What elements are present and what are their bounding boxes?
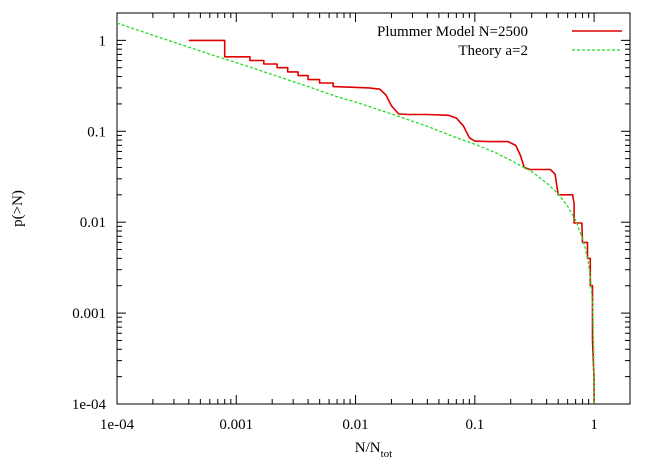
- y-tick-labels: 1e-04 0.001 0.01 0.1 1: [72, 33, 107, 413]
- series-line-plummer: [188, 39, 595, 405]
- y-tick-label-0: 1e-04: [72, 397, 107, 413]
- x-axis-title: N/Ntot: [355, 440, 392, 460]
- tick-marks: [116, 12, 631, 405]
- y-tick-label-1: 0.001: [72, 306, 106, 322]
- x-tick-labels: 1e-04 0.001 0.01 0.1 1: [100, 417, 598, 433]
- x-tick-label-0: 1e-04: [100, 417, 135, 433]
- plot-frame: [116, 12, 631, 405]
- x-tick-label-1: 0.001: [219, 417, 253, 433]
- y-axis-title: p(>N): [10, 190, 26, 227]
- x-tick-label-2: 0.01: [342, 417, 368, 433]
- series-line-theory: [116, 22, 595, 404]
- x-axis-title-subscript: tot: [381, 448, 393, 460]
- x-tick-label-3: 0.1: [465, 417, 484, 433]
- x-tick-label-4: 1: [590, 417, 598, 433]
- series-layer: [116, 22, 595, 405]
- x-axis-title-main: N/N: [355, 440, 381, 456]
- legend: Plummer Model N=2500 Theory a=2: [377, 24, 622, 59]
- y-tick-label-4: 1: [99, 33, 107, 49]
- legend-label-theory: Theory a=2: [458, 43, 528, 59]
- y-tick-label-3: 0.1: [87, 124, 106, 140]
- plot-area: [116, 12, 631, 405]
- y-tick-label-2: 0.01: [80, 215, 106, 231]
- legend-label-plummer: Plummer Model N=2500: [377, 24, 528, 40]
